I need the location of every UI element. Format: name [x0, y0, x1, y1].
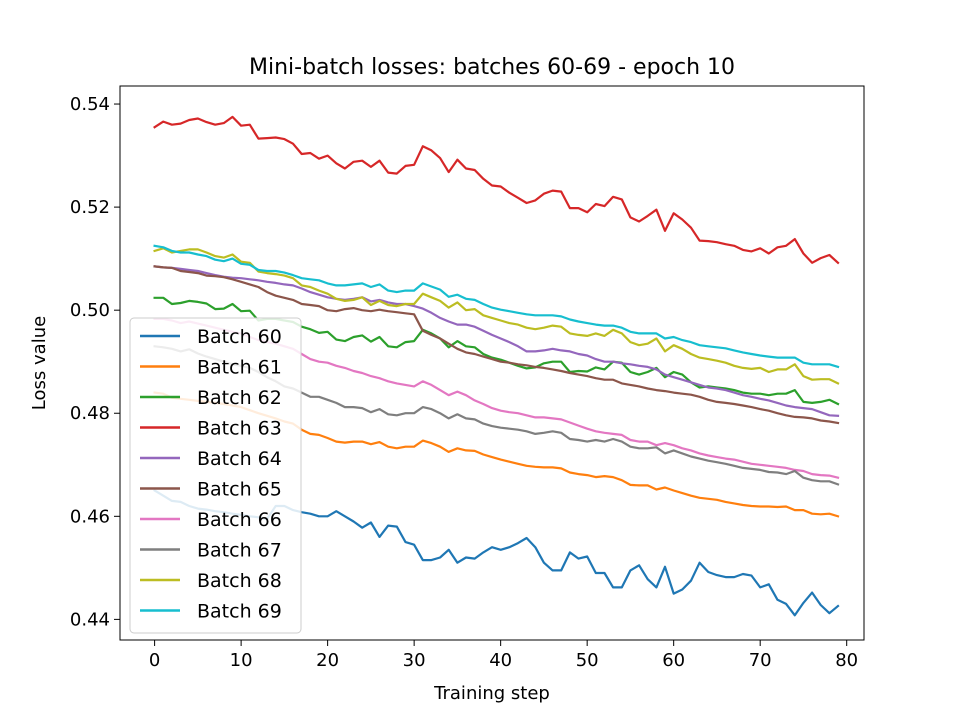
series-line-batch-63 — [153, 115, 840, 265]
chart-title: Mini-batch losses: batches 60-69 - epoch… — [249, 55, 735, 80]
x-axis-label: Training step — [433, 683, 550, 704]
legend-label: Batch 64 — [197, 448, 282, 470]
series-line-batch-68 — [153, 247, 840, 385]
x-tick-label: 50 — [576, 650, 599, 671]
y-tick-label: 0.52 — [70, 197, 110, 218]
y-tick-label: 0.44 — [70, 609, 110, 630]
series-line-batch-64 — [153, 265, 840, 417]
series-line-batch-65 — [153, 265, 840, 425]
legend-label: Batch 65 — [197, 479, 282, 501]
legend-label: Batch 62 — [197, 387, 282, 409]
y-axis: 0.44 0.46 0.48 0.50 0.52 0.54 — [70, 94, 120, 630]
x-tick-label: 60 — [662, 650, 685, 671]
x-tick-label: 40 — [489, 650, 512, 671]
y-tick-label: 0.54 — [70, 94, 110, 115]
x-tick-label: 20 — [316, 650, 339, 671]
legend: Batch 60 Batch 61 Batch 62 Batch 63 Batch 64… — [129, 317, 302, 634]
plot-frame — [119, 85, 865, 641]
legend-label: Batch 68 — [197, 570, 282, 592]
legend-label: Batch 60 — [197, 326, 282, 348]
legend-label: Batch 63 — [197, 418, 282, 440]
x-tick-label: 10 — [230, 650, 253, 671]
y-tick-label: 0.50 — [70, 300, 110, 321]
legend-label: Batch 66 — [197, 509, 282, 531]
legend-label: Batch 69 — [197, 601, 282, 623]
x-tick-label: 0 — [149, 650, 160, 671]
y-axis-label: Loss value — [29, 316, 50, 410]
series-line-batch-69 — [153, 244, 840, 369]
legend-label: Batch 61 — [197, 357, 282, 379]
y-tick-label: 0.48 — [70, 403, 110, 424]
legend-label: Batch 67 — [197, 540, 282, 562]
x-tick-label: 80 — [835, 650, 858, 671]
x-tick-label: 30 — [403, 650, 426, 671]
y-tick-label: 0.46 — [70, 506, 110, 527]
x-axis: 0 10 20 30 40 50 60 70 80 — [149, 640, 858, 671]
x-tick-label: 70 — [749, 650, 772, 671]
